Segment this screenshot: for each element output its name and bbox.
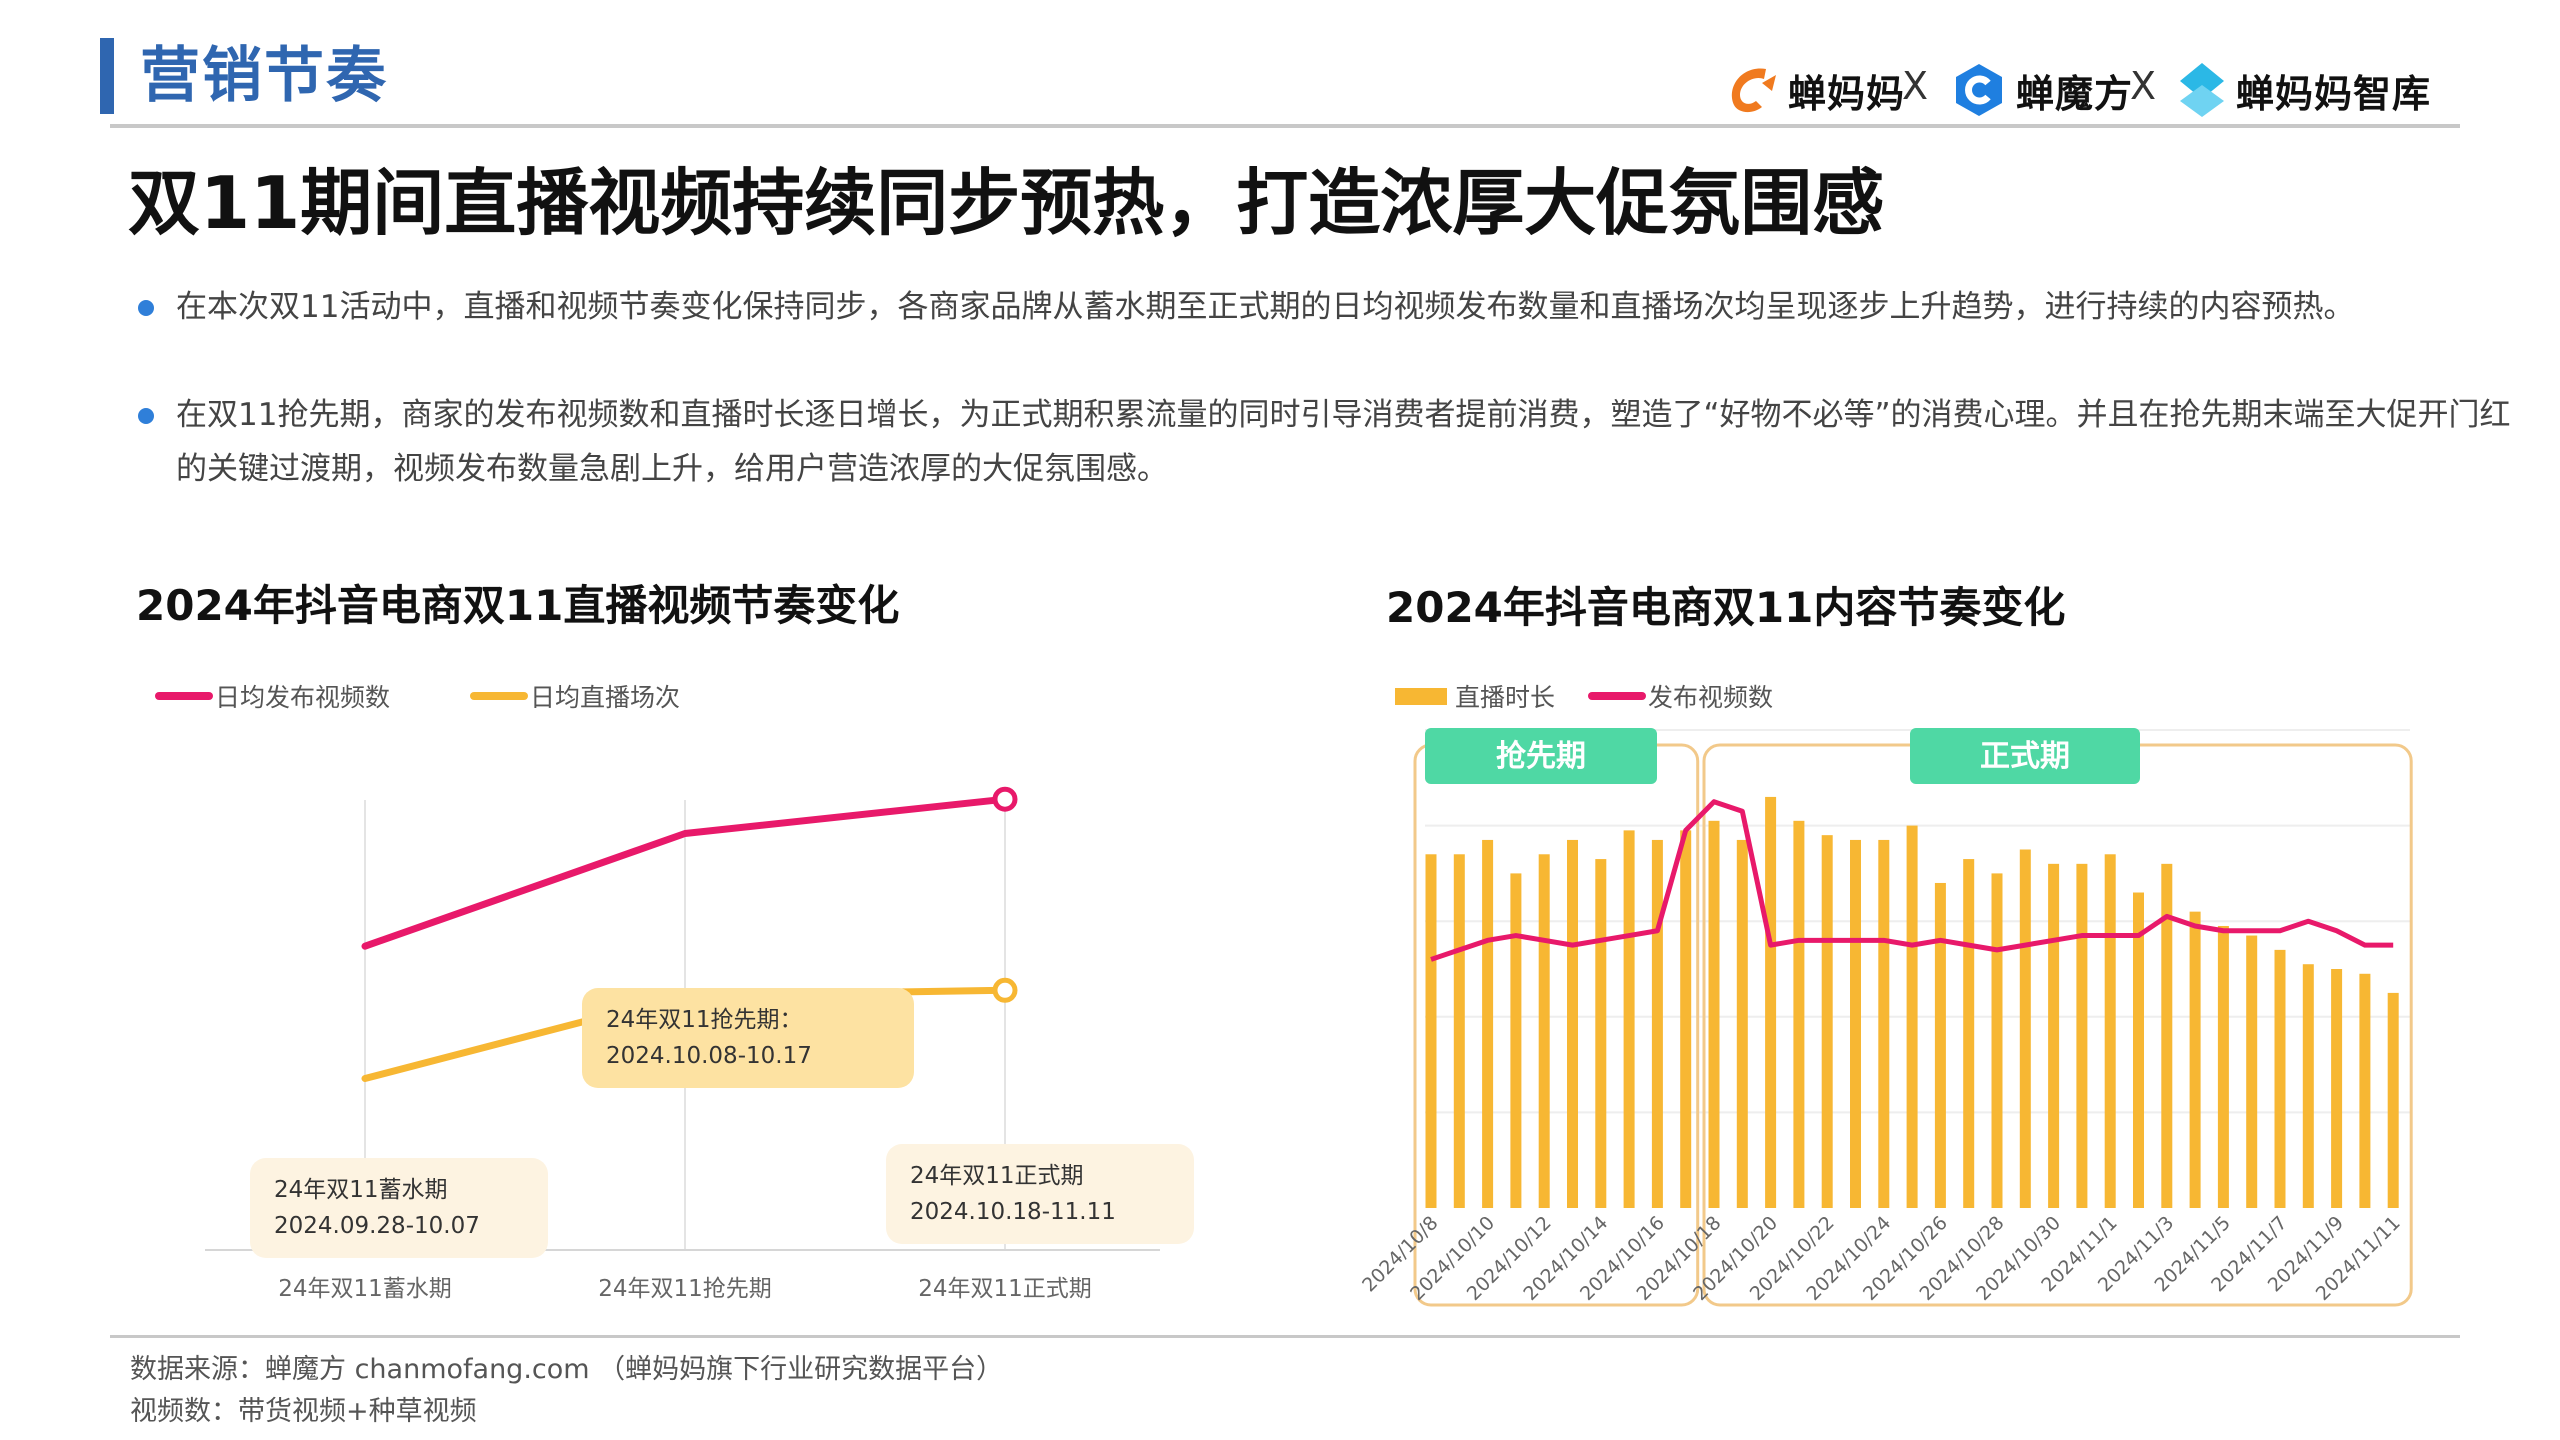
legend-swatch xyxy=(1588,692,1646,700)
brand-name: 蝉妈妈 xyxy=(1788,71,1906,116)
chart1-series-line xyxy=(361,795,1009,950)
annotation-range: 2024.09.28-10.07 xyxy=(274,1213,480,1239)
brand-chanmama: 蝉妈妈 xyxy=(1722,58,1905,122)
bullet-point: 在双11抢先期，商家的发布视频数和直播时长逐日增长，为正式期积累流量的同时引导消… xyxy=(136,388,2516,496)
chart2-bar xyxy=(2331,969,2343,1208)
chart1-legend-live: 日均直播场次 xyxy=(470,678,680,714)
legend-label: 日均发布视频数 xyxy=(215,683,391,712)
chart2-bar xyxy=(2133,892,2144,1208)
chart2-phase-label: 抢先期 xyxy=(1496,739,1586,774)
chart2-title: 2024年抖音电商双11内容节奏变化 xyxy=(1386,583,2066,632)
chart2-bar xyxy=(2274,949,2286,1208)
bullet-dot-icon xyxy=(138,408,154,424)
brand-separator: X xyxy=(1902,64,1929,108)
chart2-bar xyxy=(1850,839,1861,1208)
chart2-bar xyxy=(1623,830,1635,1208)
annotation-title: 24年双11蓄水期 xyxy=(274,1177,448,1203)
chart2-bar xyxy=(1821,835,1833,1208)
chart2-bar xyxy=(1567,839,1578,1208)
chart2-bar xyxy=(1708,820,1720,1208)
chanmama-zhiku-logo-icon xyxy=(2180,63,2224,117)
chart2-bar xyxy=(1595,859,1607,1208)
annotation-title: 24年双11正式期 xyxy=(910,1163,1084,1189)
legend-label: 发布视频数 xyxy=(1648,683,1774,712)
chart1-annotation-reservoir: 24年双11蓄水期 2024.09.28-10.07 xyxy=(250,1158,548,1258)
annotation-range: 2024.10.08-10.17 xyxy=(606,1043,812,1069)
footnote-source: 数据来源：蝉魔方 chanmofang.com （蝉妈妈旗下行业研究数据平台） xyxy=(130,1354,1004,1385)
chart2-bar xyxy=(2161,863,2173,1208)
chart1-x-tick-label: 24年双11抢先期 xyxy=(598,1276,772,1302)
chart1-title: 2024年抖音电商双11直播视频节奏变化 xyxy=(136,581,900,630)
brand-chanmofang: 蝉魔方 xyxy=(1950,58,2133,122)
chart2-phase-label-bg xyxy=(1425,728,1657,784)
legend-label: 日均直播场次 xyxy=(530,683,681,712)
chart2-bar xyxy=(1651,839,1663,1208)
chart2-bar xyxy=(1793,820,1805,1208)
bullet-text: 在本次双11活动中，直播和视频节奏变化保持同步，各商家品牌从蓄水期至正式期的日均… xyxy=(176,289,2355,325)
chart1-x-tick-label: 24年双11蓄水期 xyxy=(278,1276,452,1302)
brand-chanmama-zhiku: 蝉妈妈智库 xyxy=(2176,58,2431,122)
chart2-bar xyxy=(2076,863,2088,1208)
chart2-bar xyxy=(2359,973,2371,1208)
chart1-annotation-presale: 24年双11抢先期： 2024.10.08-10.17 xyxy=(582,988,914,1088)
chart2-bar xyxy=(1510,873,1522,1208)
chart2-plot: 2024/10/82024/10/102024/10/122024/10/142… xyxy=(1358,728,2413,1307)
chart2-bar xyxy=(1453,854,1465,1208)
annotation-range: 2024.10.18-11.11 xyxy=(910,1199,1116,1225)
chart2-bar xyxy=(2302,964,2314,1208)
chart2-bar xyxy=(2104,854,2116,1208)
chart2-bar xyxy=(1425,854,1437,1208)
bullet-dot-icon xyxy=(138,300,154,316)
brand-name: 蝉妈妈智库 xyxy=(2236,71,2432,116)
chart2-bar xyxy=(1991,873,2003,1208)
chart2-bar xyxy=(1963,859,1975,1208)
chart2-video-line xyxy=(1430,799,2394,962)
chart2-bar xyxy=(2387,992,2399,1208)
chart1-x-tick-label: 24年双11正式期 xyxy=(918,1276,1092,1302)
footer-divider xyxy=(110,1335,2460,1338)
chart2-bar xyxy=(1934,882,1946,1208)
brand-separator: X xyxy=(2130,64,2157,108)
chart2-bar xyxy=(2189,911,2201,1208)
page-headline: 双11期间直播视频持续同步预热，打造浓厚大促氛围感 xyxy=(128,161,1885,245)
footnote-note: 视频数：带货视频+种草视频 xyxy=(130,1396,477,1427)
bullet-point: 在本次双11活动中，直播和视频节奏变化保持同步，各商家品牌从蓄水期至正式期的日均… xyxy=(136,280,2516,334)
legend-swatch xyxy=(1395,687,1447,705)
annotation-title: 24年双11抢先期： xyxy=(606,1007,803,1033)
chart2-bar xyxy=(1736,839,1748,1208)
chart2-bar xyxy=(1878,839,1890,1208)
chanmofang-logo-icon xyxy=(1956,64,2002,116)
chart2-bar xyxy=(1680,830,1692,1208)
header-divider xyxy=(110,124,2460,128)
legend-label: 直播时长 xyxy=(1455,683,1556,712)
brand-name: 蝉魔方 xyxy=(2016,71,2134,116)
chart2-bar xyxy=(1906,825,1918,1208)
chart2-bar xyxy=(2246,935,2258,1208)
chanmama-logo-icon xyxy=(1731,68,1776,113)
section-title: 营销节奏 xyxy=(140,41,388,111)
chart1-annotation-official: 24年双11正式期 2024.10.18-11.11 xyxy=(886,1144,1194,1244)
chart2-phase-label: 正式期 xyxy=(1980,739,2070,774)
chart1-end-marker xyxy=(992,786,1018,812)
chart2-bar xyxy=(2217,925,2229,1208)
chart1-end-marker xyxy=(992,977,1018,1003)
bullet-text: 在双11抢先期，商家的发布视频数和直播时长逐日增长，为正式期积累流量的同时引导消… xyxy=(176,397,2511,487)
chart1-legend-video: 日均发布视频数 xyxy=(155,678,390,714)
chart2-legend-video-count: 发布视频数 xyxy=(1588,678,1773,714)
legend-swatch xyxy=(470,692,528,700)
chart2-bar xyxy=(2019,849,2031,1208)
chart2-legend-live-duration: 直播时长 xyxy=(1395,678,1555,714)
chart2-bar xyxy=(1538,854,1550,1208)
section-accent-bar xyxy=(100,38,114,114)
legend-swatch xyxy=(155,692,213,700)
chart2-bar xyxy=(1765,796,1777,1208)
chart2-phase-label-bg xyxy=(1910,728,2140,784)
chart2-bar xyxy=(2048,863,2060,1208)
chart2-bar xyxy=(1482,839,1494,1208)
